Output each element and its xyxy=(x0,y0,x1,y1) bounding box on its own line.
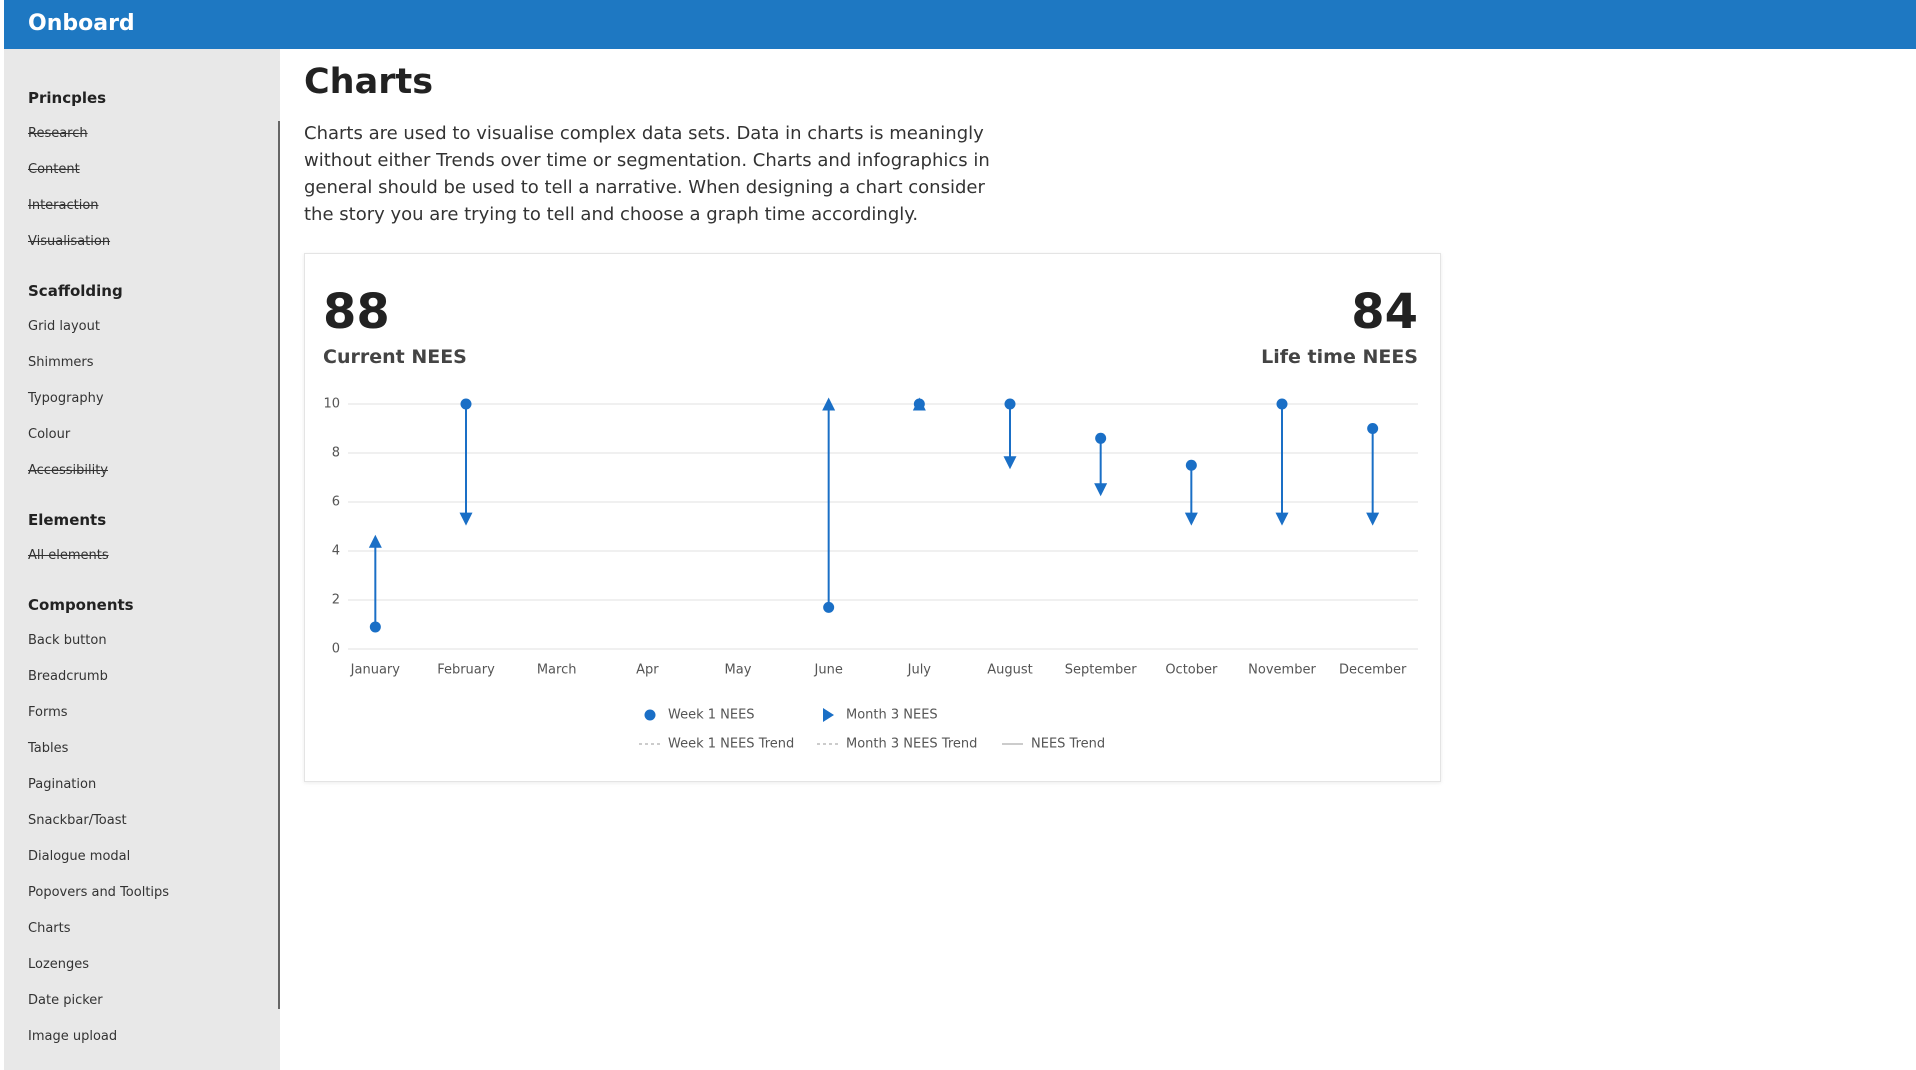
chart-card: 88 Current NEES 84 Life time NEES xyxy=(304,253,1441,782)
nav-item[interactable]: Tables xyxy=(28,741,69,756)
point xyxy=(1003,456,1017,470)
x-tick-label: August xyxy=(987,663,1033,678)
x-tick-label: January xyxy=(350,663,401,678)
y-tick-label: 10 xyxy=(323,397,340,412)
nav-section: Elements xyxy=(28,511,107,529)
nav-item[interactable]: Dialogue modal xyxy=(28,849,131,864)
point xyxy=(460,398,472,410)
point xyxy=(1184,512,1198,526)
x-tick-label: November xyxy=(1248,663,1316,678)
nav-item[interactable]: Research xyxy=(28,126,88,141)
stat: 88 Current NEES xyxy=(323,284,467,368)
nav-item[interactable]: Colour xyxy=(28,427,71,442)
nav-item[interactable]: Typography xyxy=(28,391,104,406)
nav-item[interactable]: Popovers and Tooltips xyxy=(28,885,170,900)
nav-item[interactable]: Snackbar/Toast xyxy=(28,813,127,828)
x-tick-label: March xyxy=(537,663,577,678)
point xyxy=(823,601,835,613)
stat-value: 84 xyxy=(1351,284,1418,340)
point xyxy=(368,534,382,548)
nav-section: Scaffolding xyxy=(28,282,123,300)
y-tick-label: 4 xyxy=(332,544,340,559)
nav-item[interactable]: Date picker xyxy=(28,993,103,1008)
scrollbar[interactable] xyxy=(278,121,280,1009)
nav-item[interactable]: Grid layout xyxy=(28,319,100,334)
nav-item[interactable]: Interaction xyxy=(28,198,99,213)
nav-item[interactable]: Pagination xyxy=(28,777,97,792)
x-tick-label: October xyxy=(1165,663,1218,678)
nav-section: Princples xyxy=(28,89,107,107)
point xyxy=(459,512,473,526)
point xyxy=(369,621,381,633)
y-tick-label: 8 xyxy=(332,446,340,461)
point xyxy=(822,397,836,411)
nav-item[interactable]: Back button xyxy=(28,633,107,648)
legend-label: Week 1 NEES xyxy=(668,708,755,723)
nav-item[interactable]: Breadcrumb xyxy=(28,669,108,684)
legend-label: Month 3 NEES Trend xyxy=(846,737,977,752)
sidebar: Princples Research Content Interaction Visua… xyxy=(4,49,280,1070)
legend-label: NEES Trend xyxy=(1031,737,1105,752)
y-tick-label: 0 xyxy=(332,642,340,657)
stat: 84 Life time NEES xyxy=(1261,284,1418,368)
legend-marker xyxy=(823,708,834,722)
nav-item[interactable]: Charts xyxy=(28,921,71,936)
header: Onboard xyxy=(4,0,1916,49)
point xyxy=(912,397,926,411)
nav-item[interactable]: All elements xyxy=(28,548,109,563)
point xyxy=(1366,512,1380,526)
x-tick-label: July xyxy=(907,663,932,678)
page-title: Charts xyxy=(304,62,434,102)
point xyxy=(1095,432,1107,444)
x-tick-label: May xyxy=(725,663,752,678)
nav-item[interactable]: Image upload xyxy=(28,1029,118,1044)
x-tick-label: September xyxy=(1065,663,1138,678)
x-tick-label: December xyxy=(1339,663,1407,678)
legend-label: Week 1 NEES Trend xyxy=(668,737,794,752)
stat-value: 88 xyxy=(323,284,390,340)
description: Charts are used to visualise complex dat… xyxy=(304,123,990,225)
nav-item[interactable]: Content xyxy=(28,162,80,177)
y-tick-label: 6 xyxy=(332,495,340,510)
point xyxy=(1004,398,1016,410)
stat-label: Life time NEES xyxy=(1261,346,1418,368)
legend-marker xyxy=(644,709,656,721)
x-tick-label: June xyxy=(814,663,843,678)
y-tick-label: 2 xyxy=(332,593,340,608)
point xyxy=(1367,423,1379,434)
point xyxy=(1185,459,1197,471)
nav-item[interactable]: Forms xyxy=(28,705,68,720)
nav: Princples Research Content Interaction Visua… xyxy=(28,67,169,1070)
point xyxy=(1094,483,1108,497)
nav-section: Components xyxy=(28,596,134,614)
app-title[interactable]: Onboard xyxy=(28,11,135,36)
legend-label: Month 3 NEES xyxy=(846,708,938,723)
nav-item[interactable]: Visualisation xyxy=(28,234,111,249)
nav-item[interactable]: Accessibility xyxy=(28,463,108,478)
x-tick-label: Apr xyxy=(636,663,659,678)
point xyxy=(1275,512,1289,526)
stat-label: Current NEES xyxy=(323,346,467,368)
nav-item[interactable]: Lozenges xyxy=(28,957,90,972)
point xyxy=(1276,398,1288,410)
nav-item[interactable]: Shimmers xyxy=(28,355,94,370)
x-tick-label: February xyxy=(437,663,495,678)
